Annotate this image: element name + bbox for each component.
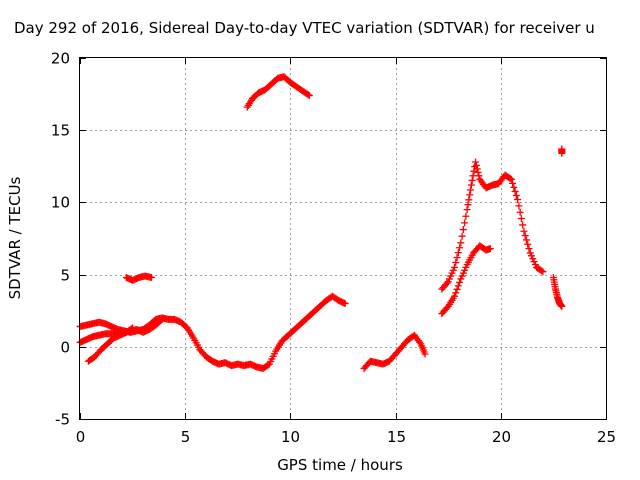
y-tick-label: -5: [55, 411, 70, 429]
data-point: [158, 315, 166, 323]
data-point: [451, 263, 459, 271]
data-point: [539, 268, 547, 276]
data-point: [558, 302, 566, 310]
y-axis-label: SDTVAR / TECUs: [6, 176, 24, 299]
data-point: [468, 176, 476, 184]
data-point: [127, 325, 135, 333]
data-point: [472, 161, 480, 169]
data-point: [467, 181, 475, 189]
x-tick-label: 25: [597, 428, 616, 446]
y-tick-label: 5: [60, 267, 70, 285]
data-point: [514, 196, 522, 204]
data-point: [524, 240, 532, 248]
data-point: [558, 149, 566, 157]
data-points: [76, 73, 566, 372]
axis-ticks: 0 5 10 15 20 25 -5 0 5 10 15 20: [51, 50, 616, 447]
data-point: [463, 206, 471, 214]
data-point: [454, 249, 462, 257]
data-point: [466, 191, 474, 199]
data-point: [341, 299, 349, 307]
data-point: [462, 212, 470, 220]
data-point: [522, 236, 530, 244]
data-point: [519, 221, 527, 229]
data-point: [452, 258, 460, 266]
data-point: [157, 317, 165, 325]
data-point: [129, 324, 137, 332]
data-point: [509, 179, 517, 187]
x-axis-label: GPS time / hours: [277, 456, 403, 474]
y-tick-label: 15: [51, 122, 70, 140]
data-point: [467, 186, 475, 194]
data-point: [465, 196, 473, 204]
y-tick-label: 10: [51, 194, 70, 212]
y-tick-label: 0: [60, 339, 70, 357]
data-point: [464, 201, 472, 209]
data-point: [454, 282, 462, 290]
x-tick-label: 15: [387, 428, 406, 446]
data-point: [456, 278, 464, 286]
data-point: [510, 183, 518, 191]
data-point: [451, 292, 459, 300]
data-point: [506, 174, 514, 182]
data-point: [525, 245, 533, 253]
data-point: [474, 168, 482, 176]
data-point: [457, 239, 465, 247]
plot-frame: [79, 57, 607, 420]
data-point: [521, 232, 529, 240]
data-point: [459, 226, 467, 234]
data-point: [472, 158, 480, 166]
data-point: [469, 172, 477, 180]
data-point: [456, 244, 464, 252]
data-point: [461, 219, 469, 227]
x-tick-label: 10: [281, 428, 300, 446]
chart-title: Day 292 of 2016, Sidereal Day-to-day VTE…: [14, 19, 595, 37]
data-point: [538, 267, 546, 275]
data-point: [443, 279, 451, 287]
data-point: [512, 191, 520, 199]
data-point: [305, 92, 313, 100]
x-tick-label: 20: [492, 428, 511, 446]
data-point: [515, 202, 523, 210]
y-tick-label: 20: [51, 50, 70, 68]
data-point: [452, 289, 460, 297]
data-point: [517, 215, 525, 223]
data-point: [486, 245, 494, 253]
data-point: [473, 165, 481, 173]
data-point: [516, 208, 524, 216]
data-point: [453, 254, 461, 262]
x-tick-label: 5: [181, 428, 191, 446]
data-point: [421, 350, 429, 358]
data-point: [458, 232, 466, 240]
data-point: [511, 187, 519, 195]
x-tick-label: 0: [76, 428, 86, 446]
data-point: [453, 285, 461, 293]
grid: [80, 58, 606, 419]
data-point: [304, 91, 312, 99]
data-point: [475, 172, 483, 180]
data-point: [148, 273, 156, 281]
data-point: [520, 227, 528, 235]
data-point: [507, 175, 515, 183]
